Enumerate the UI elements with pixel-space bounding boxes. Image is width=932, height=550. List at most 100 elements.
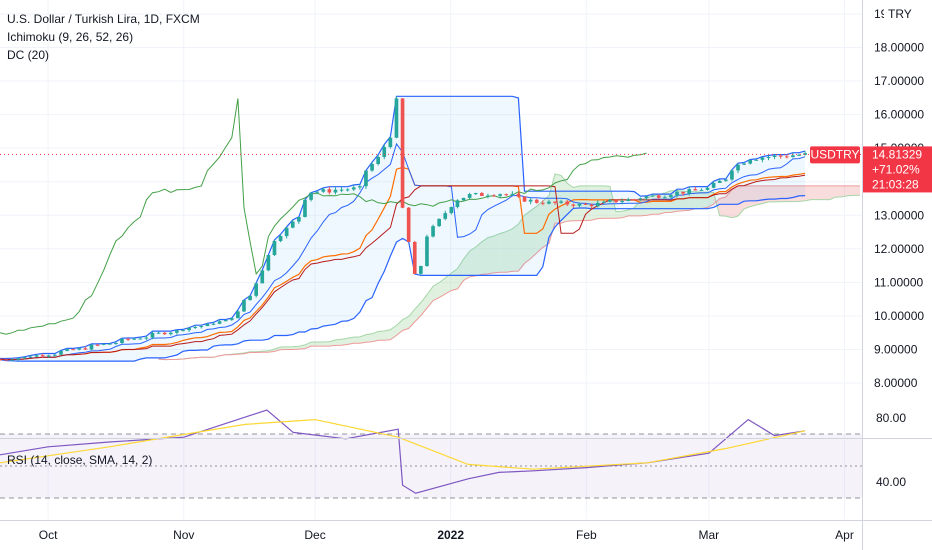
rsi-tick-label: 40.00 [876, 475, 906, 489]
cloud-segment [487, 235, 495, 274]
cloud-segment [469, 247, 476, 277]
candle-body [614, 199, 618, 203]
candle-body [547, 201, 551, 204]
cloud-segment [304, 342, 312, 349]
candle [187, 327, 191, 332]
candle [730, 169, 734, 181]
rsi-legend[interactable]: RSI (14, close, SMA, 14, 2) [7, 453, 153, 467]
candle [791, 152, 795, 158]
candle-body [144, 337, 149, 339]
candle-body [266, 255, 271, 271]
candle [431, 224, 435, 238]
candle [40, 353, 45, 358]
candle-body [351, 187, 356, 190]
candle [455, 199, 460, 209]
candle-body [199, 326, 204, 328]
candle [504, 193, 509, 197]
candle-body [522, 196, 527, 202]
rsi-panel[interactable] [0, 409, 862, 499]
candle-body [449, 207, 454, 214]
candle [400, 98, 405, 209]
candle [132, 337, 137, 340]
candle [602, 200, 606, 204]
candle-body [46, 355, 51, 357]
candle-body [723, 179, 728, 181]
candle-body [717, 180, 722, 183]
candle-body [461, 197, 466, 201]
donchian-legend[interactable]: DC (20) [7, 48, 50, 62]
cloud-segment [799, 185, 806, 202]
candle [541, 200, 545, 206]
cloud-segment [494, 233, 501, 273]
candle-body [16, 358, 21, 360]
symbol-title[interactable]: U.S. Dollar / Turkish Lira, 1D, FXCM [7, 12, 200, 26]
candle-body [303, 199, 307, 217]
candle-body [626, 199, 631, 202]
candle [10, 358, 15, 361]
candle-body [644, 196, 649, 199]
cloud-segment [835, 185, 842, 198]
cloud-segment [433, 282, 440, 301]
candle [547, 199, 551, 205]
candle [803, 151, 807, 156]
cloud-segment [426, 286, 434, 308]
last-price-badge [863, 146, 932, 193]
price-candles[interactable] [0, 96, 862, 362]
candle-body [40, 355, 45, 357]
price-tick-label: 13.00000 [874, 208, 924, 222]
cloud-segment [384, 329, 391, 341]
candle [644, 195, 649, 200]
candle [376, 154, 380, 166]
candle [522, 196, 527, 202]
cloud-segment [585, 185, 592, 221]
candle [461, 197, 466, 201]
cloud-segment [677, 190, 684, 212]
price-tick-label: 18.00000 [874, 41, 924, 55]
candle [663, 195, 667, 199]
candle-body [382, 147, 387, 157]
candle-body [156, 332, 161, 334]
cloud-segment [731, 185, 739, 218]
candle [425, 234, 429, 267]
candle [4, 358, 8, 361]
cloud-segment [780, 185, 787, 202]
cloud-segment [567, 183, 574, 222]
candle-body [34, 355, 39, 357]
cloud-segment [347, 337, 354, 345]
candle-body [431, 226, 435, 237]
candle [223, 319, 228, 322]
candle [675, 189, 679, 198]
price-tick-label: 9.00000 [874, 342, 918, 356]
cloud-segment [591, 185, 598, 221]
candle-body [150, 332, 155, 338]
ichimoku-legend[interactable]: Ichimoku (9, 26, 52, 26) [7, 30, 134, 44]
cloud-segment [341, 338, 348, 346]
cloud-segment [372, 331, 379, 342]
candle [797, 153, 801, 156]
price-tick-label: 16.00000 [874, 108, 924, 122]
candle-body [681, 191, 685, 194]
candle [309, 192, 313, 202]
cloud-segment [481, 237, 488, 275]
cloud-segment [298, 344, 305, 350]
candle [443, 210, 448, 221]
cloud-segment [402, 316, 409, 331]
candle-body [754, 159, 759, 161]
candle [760, 156, 765, 163]
candle-body [699, 189, 704, 191]
candle-body [101, 343, 106, 345]
candle [565, 199, 570, 207]
candle-body [315, 191, 319, 193]
candle-body [772, 155, 777, 157]
candle [339, 186, 344, 193]
candle-body [193, 326, 198, 328]
candle-body [168, 332, 173, 335]
candle [699, 188, 704, 191]
cloud-segment [420, 294, 427, 316]
cloud-segment [841, 185, 848, 197]
candle-body [358, 186, 362, 188]
candle [705, 186, 710, 191]
candle [370, 162, 374, 172]
candle-body [534, 199, 539, 203]
